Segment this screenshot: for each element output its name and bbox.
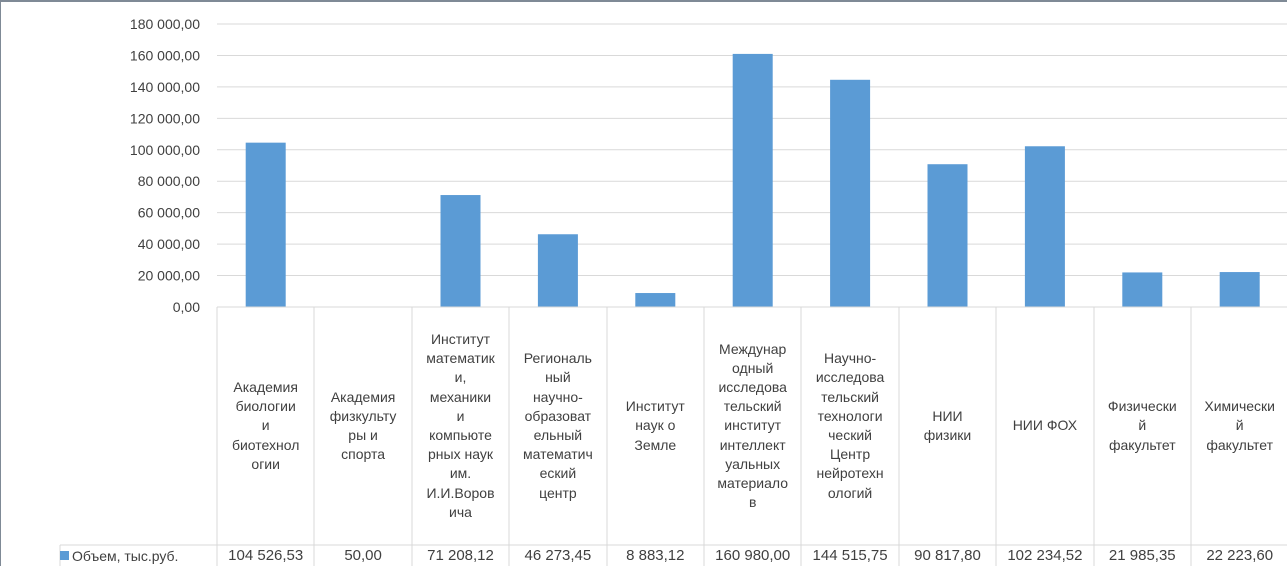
y-tick-label: 140 000,00 [130,79,200,95]
category-label: НИИ ФОХ [1012,417,1078,434]
data-value-label: 90 817,80 [914,547,981,564]
y-tick-label: 80 000,00 [138,173,200,189]
y-tick-label: 40 000,00 [138,236,200,252]
category-label: Академия физкульту ры и спорта [329,388,397,463]
bar [1219,272,1260,307]
bar [440,195,481,307]
legend-swatch [60,551,69,560]
bar [245,142,286,307]
y-tick-label: 180 000,00 [130,16,200,32]
category-label: НИИ физики [923,407,972,443]
bar [927,164,968,307]
chart-top-border [0,0,1287,2]
category-label: Академия биологии и биотехнол огии [231,378,300,472]
category-label: Научно- исследова тельский технологи чес… [815,350,885,501]
data-value-label: 71 208,12 [427,547,494,564]
bar [830,79,871,307]
y-tick-label: 100 000,00 [130,142,200,158]
category-label: Химически й факультет [1204,398,1276,453]
data-value-label: 50,00 [344,547,382,564]
category-label: Физически й факультет [1107,398,1177,453]
data-value-label: 160 980,00 [715,547,791,564]
y-tick-label: 0,00 [173,299,200,315]
bar [732,53,773,307]
legend-entry: Объем, тыс.руб. [60,545,178,566]
category-label: Междунар одный исследова тельский инстит… [717,340,789,511]
data-value-label: 21 985,35 [1108,547,1176,564]
data-value-label: 22 223,60 [1206,547,1274,564]
y-tick-label: 20 000,00 [138,268,200,284]
category-label: Институт математик и, механики и компьют… [426,330,495,520]
y-tick-label: 60 000,00 [138,205,200,221]
category-label: Институт наук о Земле [625,398,685,453]
chart-left-border [0,0,1,566]
data-value-label: 46 273,45 [524,547,592,564]
data-value-label: 104 526,53 [228,547,304,564]
data-value-label: 144 515,75 [812,547,888,564]
bar [1122,272,1163,307]
data-value-label: 8 883,12 [626,547,685,564]
bar [537,234,578,307]
category-label: Региональ ный научно- образоват ельный м… [522,350,593,501]
y-tick-label: 120 000,00 [130,110,200,126]
bar [635,293,676,307]
y-tick-label: 160 000,00 [130,47,200,63]
bar [1024,146,1065,307]
legend-label: Объем, тыс.руб. [72,547,179,564]
data-value-label: 102 234,52 [1007,547,1083,564]
